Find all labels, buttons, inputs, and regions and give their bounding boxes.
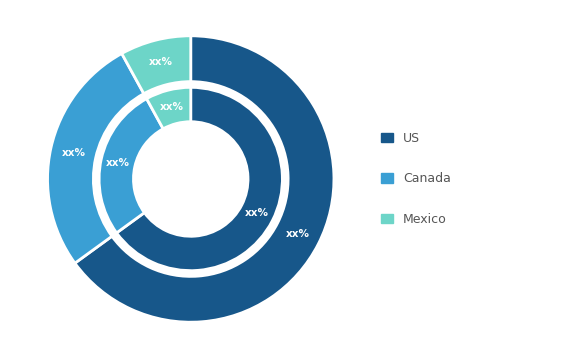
Wedge shape — [146, 87, 191, 129]
Wedge shape — [75, 36, 334, 322]
Wedge shape — [117, 87, 282, 271]
Text: xx%: xx% — [286, 229, 310, 239]
Wedge shape — [99, 99, 163, 233]
Legend: US, Canada, Mexico: US, Canada, Mexico — [381, 132, 451, 226]
Text: xx%: xx% — [149, 58, 173, 68]
Text: xx%: xx% — [245, 208, 269, 218]
Text: xx%: xx% — [61, 148, 85, 158]
Wedge shape — [122, 36, 191, 94]
Wedge shape — [48, 53, 144, 263]
Text: xx%: xx% — [160, 102, 184, 112]
Text: xx%: xx% — [106, 158, 130, 168]
